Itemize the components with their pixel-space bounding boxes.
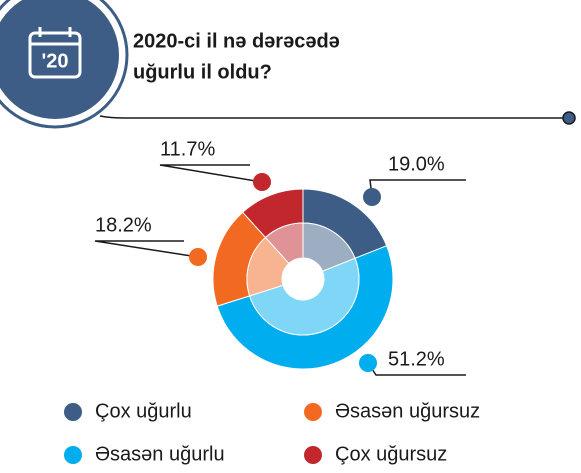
title-line: uğurlu il oldu? [133,61,272,83]
callout-dot [363,188,381,206]
pie-slice-inner [264,222,304,265]
legend-label: Çox uğursuz [335,443,447,465]
header-rule [99,115,566,119]
legend-marker [64,403,82,421]
title-line: 2020-ci il nə dərəcədə [133,30,340,52]
legend-label: Çox uğurlu [95,400,192,422]
legend-marker [304,403,322,421]
legend-marker [64,446,82,464]
leader-line [159,164,263,183]
callout-dot [253,173,271,191]
callout-dot [359,354,377,372]
legend-label: Əsasən uğurlu [95,443,225,465]
rule-dot [562,111,576,125]
header-badge: '20 [0,0,129,129]
pie-slice-inner [248,257,360,336]
icon-label: '20 [41,50,68,72]
value-label: 51.2% [388,348,445,370]
leader-line [94,240,199,258]
legend-marker [304,446,322,464]
leader-line [369,179,466,198]
value-label: 11.7% [160,138,215,160]
callout-dot [189,248,207,266]
legend-label: Əsasən uğursuz [335,400,480,422]
value-label: 19.0% [388,153,445,175]
value-label: 18.2% [95,214,152,236]
